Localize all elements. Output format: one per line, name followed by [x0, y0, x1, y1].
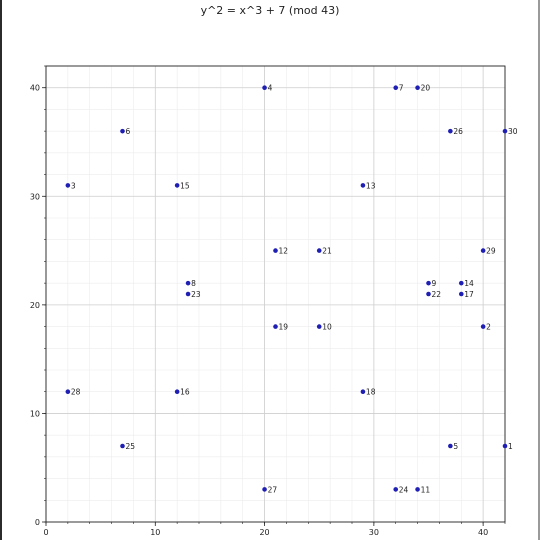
point-label: 26 — [453, 127, 463, 136]
point-label: 27 — [268, 485, 278, 494]
data-point — [458, 291, 464, 297]
x-tick-label: 20 — [259, 528, 269, 537]
y-tick-label: 0 — [35, 518, 40, 527]
point-label: 17 — [464, 290, 474, 299]
y-tick-label: 40 — [30, 84, 40, 93]
data-point — [174, 183, 180, 188]
point-label: 3 — [71, 181, 76, 190]
window-left-edge — [0, 0, 2, 540]
data-point — [262, 85, 267, 91]
data-point — [480, 324, 486, 329]
data-point — [415, 487, 420, 492]
window-right-edge — [538, 0, 540, 540]
point-label: 1 — [508, 442, 513, 451]
data-point — [426, 280, 431, 286]
data-point — [458, 280, 464, 286]
data-point — [185, 291, 191, 297]
x-tick-label: 40 — [478, 528, 488, 537]
data-point — [185, 280, 191, 286]
point-label: 21 — [322, 247, 332, 256]
x-tick-label: 10 — [150, 528, 160, 537]
data-point — [316, 324, 322, 329]
point-label: 30 — [508, 127, 518, 136]
data-point — [174, 389, 180, 395]
data-point — [448, 443, 453, 449]
point-label: 15 — [180, 181, 190, 190]
point-label: 11 — [421, 485, 431, 494]
point-label: 24 — [399, 485, 409, 494]
data-point — [448, 128, 453, 134]
data-point — [480, 248, 486, 253]
x-tick-label: 30 — [369, 528, 379, 537]
point-label: 16 — [180, 388, 190, 397]
data-point — [426, 291, 431, 297]
data-point — [273, 324, 278, 329]
data-point — [393, 487, 399, 492]
data-point — [415, 85, 420, 91]
data-point — [273, 248, 278, 253]
point-label: 10 — [322, 323, 332, 332]
point-label: 22 — [432, 290, 442, 299]
y-tick-label: 10 — [30, 409, 40, 418]
point-label: 28 — [71, 388, 81, 397]
point-label: 13 — [366, 181, 376, 190]
point-label: 7 — [399, 84, 404, 93]
point-label: 5 — [453, 442, 458, 451]
data-point — [65, 183, 71, 188]
data-point — [65, 389, 71, 395]
y-tick-label: 30 — [30, 192, 40, 201]
x-tick-label: 0 — [43, 528, 48, 537]
data-point — [120, 443, 125, 449]
point-label: 25 — [126, 442, 136, 451]
point-label: 12 — [279, 247, 289, 256]
data-point — [360, 389, 366, 395]
point-label: 18 — [366, 388, 376, 397]
data-point — [502, 443, 508, 449]
point-label: 9 — [432, 279, 437, 288]
data-point — [316, 248, 322, 253]
data-point — [262, 487, 267, 492]
data-point — [120, 128, 125, 134]
point-label: 20 — [421, 84, 431, 93]
data-point — [393, 85, 399, 91]
point-label: 6 — [126, 127, 131, 136]
point-label: 8 — [191, 279, 196, 288]
point-label: 19 — [279, 323, 289, 332]
point-label: 23 — [191, 290, 201, 299]
point-label: 14 — [464, 279, 474, 288]
point-label: 29 — [486, 247, 496, 256]
axes-frame — [45, 65, 506, 523]
data-point — [360, 183, 366, 188]
data-point — [502, 128, 508, 134]
point-label: 4 — [268, 84, 273, 93]
y-tick-label: 20 — [30, 301, 40, 310]
chart-title: y^2 = x^3 + 7 (mod 43) — [200, 4, 340, 17]
point-label: 2 — [486, 323, 491, 332]
